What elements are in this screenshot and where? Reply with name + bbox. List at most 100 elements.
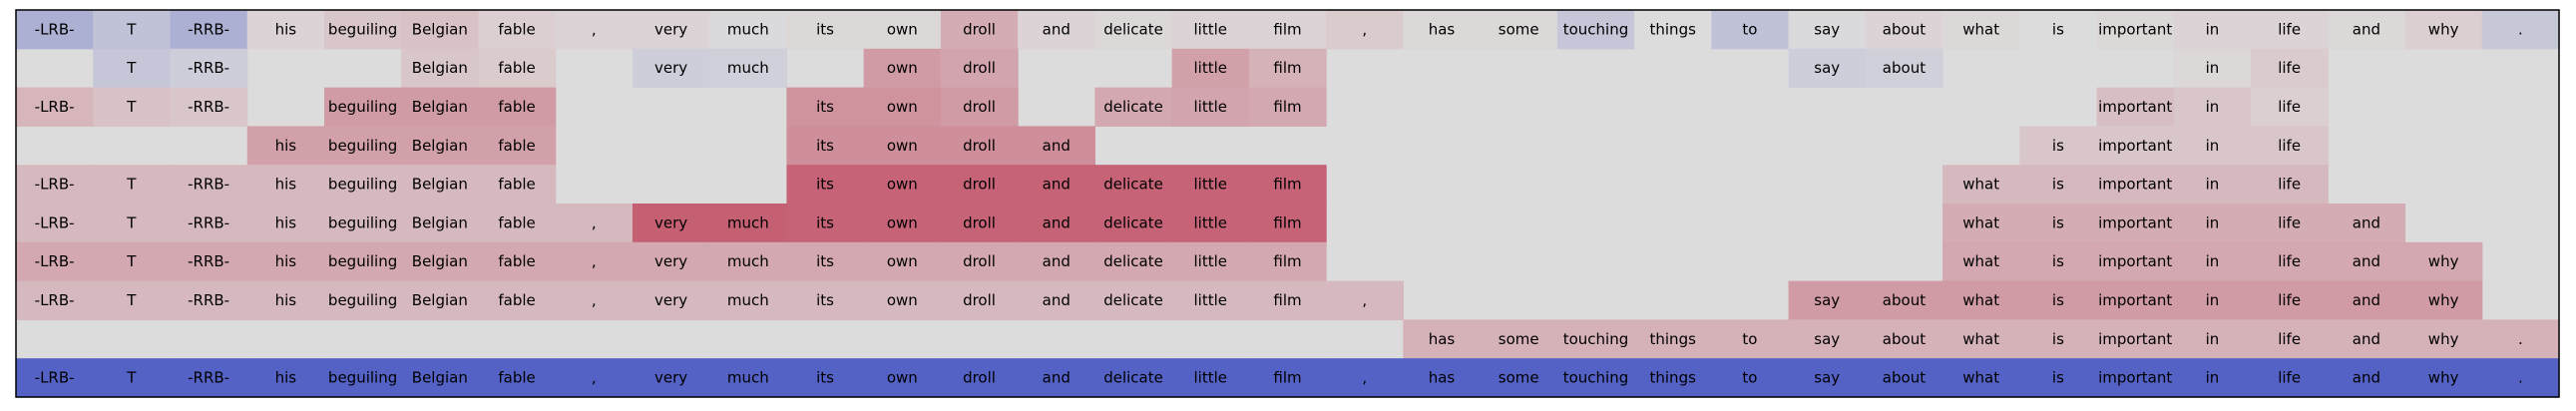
heatmap-cells bbox=[16, 10, 2560, 398]
token-label-r4-c3: his bbox=[275, 176, 297, 194]
heatmap-cell-r2-c4 bbox=[323, 87, 402, 127]
heatmap-cell-r5-c26 bbox=[2019, 204, 2098, 243]
heatmap-cell-r7-c11 bbox=[863, 280, 942, 320]
token-label-r3-c6: fable bbox=[498, 137, 535, 155]
heatmap-cell-r0-c21 bbox=[1634, 10, 1712, 50]
heatmap-cell-r5-c8 bbox=[632, 204, 710, 243]
heatmap-cell-r2-c12 bbox=[940, 87, 1019, 127]
heatmap-cell-r0-c3 bbox=[246, 10, 325, 50]
heatmap-cell-r3-c26 bbox=[2019, 126, 2098, 166]
token-label-r8-c29: life bbox=[2278, 330, 2301, 348]
token-label-r5-c16: film bbox=[1273, 213, 1301, 231]
heatmap-cell-r4-c4 bbox=[323, 165, 402, 205]
token-label-r0-c6: fable bbox=[498, 20, 535, 38]
heatmap-cell-r3-c4 bbox=[323, 126, 402, 166]
token-label-r2-c6: fable bbox=[498, 98, 535, 116]
heatmap-cell-r1-c2 bbox=[170, 48, 248, 89]
heatmap-cell-r7-c4 bbox=[323, 280, 402, 320]
token-label-r4-c28: in bbox=[2206, 176, 2220, 194]
heatmap-cell-r0-c11 bbox=[863, 10, 942, 50]
heatmap-cell-r2-c28 bbox=[2173, 87, 2252, 127]
heatmap-cell-r5-c3 bbox=[246, 204, 325, 243]
heatmap-cell-r3-c11 bbox=[863, 126, 942, 166]
heatmap-cell-r7-c9 bbox=[709, 280, 788, 320]
token-label-r1-c5: Belgian bbox=[412, 59, 468, 77]
heatmap-cell-r8-c25 bbox=[1942, 319, 2020, 359]
heatmap-cell-r8-c21 bbox=[1634, 319, 1712, 359]
token-label-r7-c4: beguiling bbox=[328, 291, 397, 309]
token-label-r3-c5: Belgian bbox=[412, 137, 468, 155]
token-label-r4-c12: droll bbox=[963, 176, 996, 194]
heatmap-cell-r8-c26 bbox=[2019, 319, 2098, 359]
token-label-r6-c14: delicate bbox=[1103, 252, 1163, 270]
heatmap-cell-r0-c24 bbox=[1865, 10, 1943, 50]
token-label-r0-c7: , bbox=[592, 20, 597, 38]
heatmap-cell-r9-c18 bbox=[1403, 358, 1482, 398]
token-label-r0-c23: say bbox=[1814, 20, 1840, 38]
token-label-r9-c9: much bbox=[727, 369, 769, 387]
token-label-r8-c30: and bbox=[2353, 330, 2380, 348]
token-label-r1-c24: about bbox=[1883, 59, 1926, 77]
token-label-r4-c13: and bbox=[1043, 176, 1071, 194]
token-label-r7-c7: , bbox=[592, 291, 597, 309]
heatmap-cell-r4-c25 bbox=[1942, 165, 2020, 205]
heatmap-cell-r8-c31 bbox=[2404, 319, 2483, 359]
token-label-r5-c0: -LRB- bbox=[35, 213, 75, 231]
heatmap-cell-r7-c10 bbox=[786, 280, 865, 320]
heatmap-cell-r8-c20 bbox=[1556, 319, 1635, 359]
heatmap-cell-r9-c27 bbox=[2096, 358, 2175, 398]
heatmap-cell-r0-c28 bbox=[2173, 10, 2252, 50]
heatmap-cell-r5-c1 bbox=[93, 204, 172, 243]
heatmap-cell-r0-c5 bbox=[401, 10, 480, 50]
heatmap-cell-r6-c2 bbox=[170, 241, 248, 282]
heatmap-cell-r0-c7 bbox=[555, 10, 634, 50]
token-label-r8-c25: what bbox=[1962, 330, 1999, 348]
token-label-r6-c31: why bbox=[2428, 252, 2459, 270]
token-label-r7-c29: life bbox=[2278, 291, 2301, 309]
heatmap-cell-r0-c4 bbox=[323, 10, 402, 50]
token-label-r9-c20: touching bbox=[1563, 369, 1629, 387]
heatmap-cell-r7-c29 bbox=[2251, 280, 2329, 320]
heatmap-cell-r0-c1 bbox=[93, 10, 172, 50]
token-label-r5-c26: is bbox=[2052, 213, 2064, 231]
token-label-r9-c4: beguiling bbox=[328, 369, 397, 387]
heatmap-cell-r6-c30 bbox=[2328, 241, 2406, 282]
heatmap-cell-r7-c1 bbox=[93, 280, 172, 320]
token-label-r2-c12: droll bbox=[963, 98, 996, 116]
token-label-r2-c29: life bbox=[2278, 98, 2301, 116]
heatmap-cell-r1-c5 bbox=[401, 48, 480, 89]
heatmap-cell-r5-c28 bbox=[2173, 204, 2252, 243]
token-label-r5-c3: his bbox=[275, 213, 297, 231]
token-label-r7-c0: -LRB- bbox=[35, 291, 75, 309]
heatmap-cell-r3-c6 bbox=[478, 126, 557, 166]
token-label-r5-c11: own bbox=[887, 213, 918, 231]
token-label-r9-c19: some bbox=[1499, 369, 1539, 387]
token-label-r3-c29: life bbox=[2278, 137, 2301, 155]
token-label-r2-c1: T bbox=[126, 98, 137, 116]
heatmap-cell-r9-c8 bbox=[632, 358, 710, 398]
token-label-r8-c21: things bbox=[1650, 330, 1697, 348]
heatmap-cell-r6-c10 bbox=[786, 241, 865, 282]
token-label-r7-c15: little bbox=[1194, 291, 1228, 309]
token-label-r7-c14: delicate bbox=[1103, 291, 1163, 309]
heatmap-cell-r0-c16 bbox=[1248, 10, 1327, 50]
heatmap-cell-r5-c13 bbox=[1018, 204, 1095, 243]
heatmap-cell-r5-c11 bbox=[863, 204, 942, 243]
token-label-r8-c19: some bbox=[1499, 330, 1539, 348]
heatmap-cell-r1-c11 bbox=[863, 48, 942, 89]
heatmap-cell-r3-c3 bbox=[246, 126, 325, 166]
heatmap-cell-r6-c11 bbox=[863, 241, 942, 282]
heatmap-cell-r5-c14 bbox=[1094, 204, 1173, 243]
heatmap-cell-r7-c16 bbox=[1248, 280, 1327, 320]
heatmap-cell-r4-c16 bbox=[1248, 165, 1327, 205]
token-label-r1-c12: droll bbox=[963, 59, 996, 77]
heatmap-cell-r5-c2 bbox=[170, 204, 248, 243]
heatmap-cell-r7-c24 bbox=[1865, 280, 1943, 320]
heatmap-cell-r0-c17 bbox=[1326, 10, 1404, 50]
token-label-r7-c27: important bbox=[2098, 291, 2172, 309]
heatmap-cell-r1-c9 bbox=[709, 48, 788, 89]
heatmap-cell-r3-c10 bbox=[786, 126, 865, 166]
token-label-r1-c15: little bbox=[1194, 59, 1228, 77]
token-label-r1-c16: film bbox=[1273, 59, 1301, 77]
heatmap-cell-r7-c12 bbox=[940, 280, 1019, 320]
